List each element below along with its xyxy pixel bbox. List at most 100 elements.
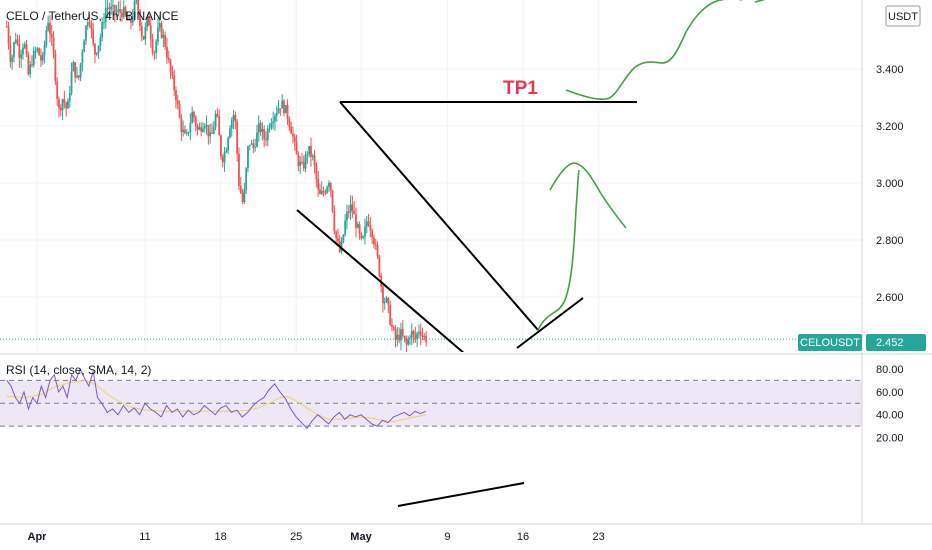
time-tick-label: Apr	[28, 531, 48, 543]
price-pane[interactable]	[0, 0, 862, 352]
price-tick-label: 3.400	[876, 64, 904, 76]
candle-body	[351, 204, 354, 211]
candle-body	[157, 27, 159, 42]
rsi-tick-label: 80.00	[876, 364, 904, 376]
candle-body	[16, 39, 19, 45]
candle-body	[52, 37, 55, 54]
forecast-long-path	[565, 0, 742, 100]
price-grid	[0, 0, 862, 352]
candle-body	[124, 7, 127, 15]
forecast-tp-path	[549, 162, 627, 229]
candle-body	[256, 132, 258, 147]
candle-body	[349, 204, 352, 213]
candle-body	[20, 54, 23, 59]
candle-body	[173, 75, 176, 91]
candle-body	[220, 135, 222, 157]
candle-body	[310, 145, 312, 157]
channel-upper-line	[339, 101, 539, 331]
candle-body	[184, 129, 186, 134]
chart-title: CELO / TetherUS, 4h, BINANCE	[6, 9, 179, 23]
candle-body	[365, 221, 368, 227]
price-axis[interactable]: 3.400 3.200 3.000 2.800 2.600	[876, 64, 904, 304]
candle-body	[158, 23, 161, 28]
candle-body	[371, 230, 374, 238]
candle-body	[290, 126, 293, 134]
price-tag-text: 2.452	[876, 337, 904, 349]
candle-body	[421, 335, 424, 337]
candle-body	[88, 22, 91, 24]
candle-body	[106, 7, 109, 9]
candle-body	[320, 190, 323, 194]
candle-body	[151, 39, 154, 53]
candle-body	[326, 186, 329, 193]
candle-body	[414, 334, 417, 339]
time-tick-label: 16	[517, 531, 529, 543]
candle-body	[83, 40, 86, 53]
candle-body	[304, 154, 307, 169]
candle-body	[211, 132, 213, 134]
candle-body	[117, 9, 120, 12]
candle-body	[250, 143, 253, 145]
candle-body	[346, 211, 348, 221]
candle-body	[38, 48, 41, 56]
rsi-divergence-line	[397, 482, 525, 507]
candle-body	[216, 114, 219, 117]
candle-body	[77, 75, 80, 78]
candle-body	[121, 12, 123, 18]
candle-body	[169, 59, 172, 72]
candle-body	[378, 255, 381, 276]
candle-body	[128, 19, 131, 21]
candle-body	[279, 108, 282, 110]
candle-body	[342, 234, 345, 243]
candle-body	[369, 225, 372, 231]
candle-body	[131, 16, 134, 23]
channel-lower-line	[296, 209, 465, 352]
candle-body	[281, 100, 284, 109]
candle-body	[403, 335, 406, 339]
time-axis[interactable]: Apr 11 18 25 May 9 16 23	[28, 531, 605, 543]
candle-body	[162, 35, 165, 38]
candle-body	[306, 154, 309, 156]
symbol-tag	[798, 334, 862, 351]
price-candles	[5, 0, 428, 352]
candle-body	[232, 115, 235, 121]
candle-body	[59, 107, 62, 111]
candle-body	[153, 52, 156, 54]
currency-badge[interactable]: USDT	[885, 5, 921, 27]
candle-body	[409, 337, 411, 339]
candle-body	[5, 26, 8, 28]
tp1-label: TP1	[503, 78, 538, 99]
candle-body	[340, 242, 343, 252]
candle-body	[85, 25, 87, 41]
candle-body	[331, 190, 334, 212]
candle-body	[108, 7, 111, 10]
candle-body	[104, 8, 107, 23]
candle-body	[302, 162, 305, 169]
candle-body	[337, 238, 339, 242]
candle-body	[419, 331, 422, 336]
candle-body	[382, 286, 384, 304]
candle-body	[149, 25, 152, 40]
candle-body	[34, 50, 37, 52]
candle-body	[200, 127, 203, 132]
candle-body	[293, 136, 296, 142]
candle-body	[90, 23, 93, 30]
candle-body	[398, 334, 401, 341]
candle-body	[74, 62, 77, 78]
candle-body	[313, 155, 316, 166]
candle-body	[277, 108, 280, 114]
candle-body	[295, 141, 298, 155]
candle-body	[238, 153, 240, 186]
candle-body	[392, 326, 395, 330]
candle-body	[416, 333, 419, 339]
candle-body	[270, 123, 273, 128]
candle-body	[311, 155, 314, 157]
rsi-ma-line	[6, 379, 426, 423]
candle-body	[22, 47, 24, 55]
candle-body	[171, 71, 174, 76]
candle-body	[155, 41, 158, 53]
rsi-axis[interactable]: 80.00 60.00 40.00 20.00	[876, 364, 904, 445]
candle-body	[272, 121, 275, 124]
forecast-long-path-end	[754, 0, 766, 3]
